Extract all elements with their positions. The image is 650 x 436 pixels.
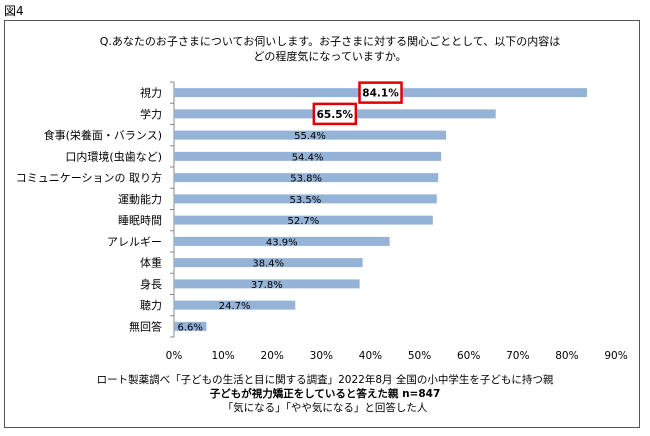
chart-frame [4,20,640,428]
category-label: コミュニケーションの 取り方 [16,171,162,185]
footer-source: ロート製薬調べ「子どもの生活と目に関する調査」2022年8月 全国の小中学生を子… [96,374,554,386]
x-tick-label: 40% [359,350,382,362]
data-label: 24.7% [219,301,251,312]
x-tick-label: 60% [457,350,480,362]
question-line-2: どの程度気になっていますか。 [253,50,407,63]
highlight-box [312,102,358,126]
footer-criteria: 「気になる」「やや気になる」と回答した人 [222,402,428,414]
bar [174,321,207,331]
bar [174,300,296,310]
data-label: 53.5% [289,195,321,206]
category-label: 聴力 [140,299,162,312]
category-label: 身長 [140,277,162,291]
category-label: 睡眠時間 [118,214,162,227]
x-tick-label: 80% [555,350,578,362]
data-label: 54.4% [292,152,324,163]
x-tick-label: 50% [408,350,431,362]
x-tick-label: 30% [310,350,333,362]
category-label: 食事(栄養面・バランス) [44,128,162,142]
x-tick-label: 70% [506,350,529,362]
data-label: 37.8% [251,280,283,291]
question-text: Q.あなたのお子さまについてお伺いします。お子さまに対する関心ごととして、以下の… [70,34,590,64]
bar [174,236,390,246]
data-label: 6.6% [178,322,203,333]
bar [174,151,442,161]
data-label: 84.1% [362,88,399,100]
footer-sample: 子どもが視力矯正をしていると答えた親 n=847 [209,388,441,400]
bar [174,194,437,204]
bar [174,215,433,225]
category-label: 視力 [140,86,162,100]
category-label: 口内環境(虫歯など) [65,149,162,163]
x-tick-label: 20% [261,350,284,362]
category-label: 体重 [140,256,162,270]
bar [174,130,447,140]
x-tick-label: 90% [604,350,627,362]
data-label: 38.4% [252,259,284,270]
category-label: アレルギー [107,235,162,248]
data-label: 65.5% [317,109,354,121]
highlight-box [358,81,403,104]
x-tick-label: 10% [211,350,234,362]
data-label: 52.7% [288,216,320,227]
figure-label: 図4 [4,4,24,18]
category-label: 無回答 [129,319,162,333]
x-tick-label: 0% [166,350,183,362]
data-label: 43.9% [266,237,298,248]
bar [174,173,439,183]
bar [174,279,360,289]
data-label: 55.4% [294,131,326,142]
question-line-1: Q.あなたのお子さまについてお伺いします。お子さまに対する関心ごととして、以下の… [99,35,561,48]
category-label: 運動能力 [118,192,162,206]
category-label: 学力 [140,107,162,121]
data-label: 53.8% [290,174,322,185]
bar [174,258,363,268]
